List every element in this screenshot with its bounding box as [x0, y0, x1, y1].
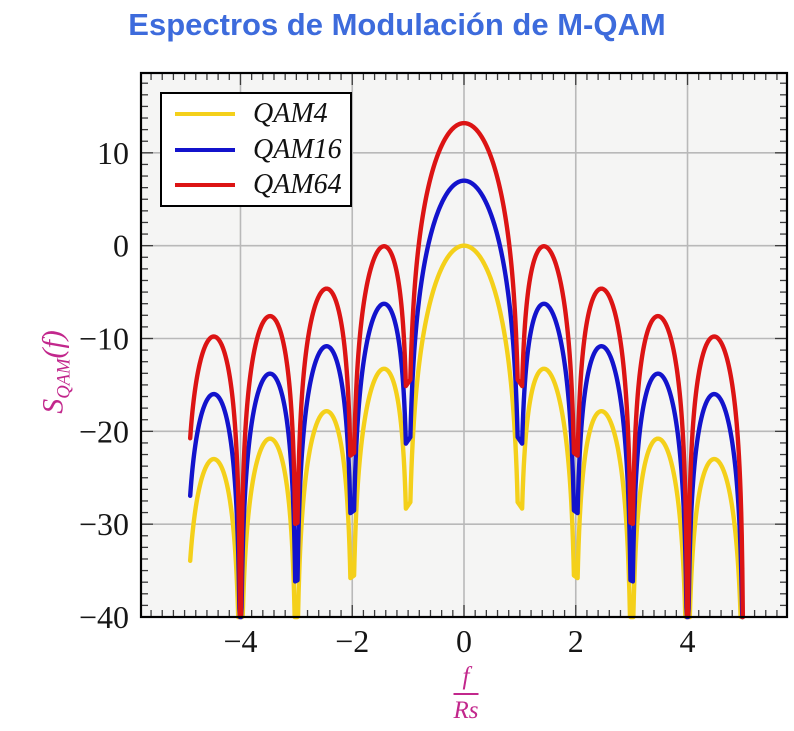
y-tick-label-10: 10: [97, 135, 129, 171]
legend-entry-QAM16: QAM16: [162, 133, 350, 167]
legend-label: QAM16: [253, 133, 342, 165]
axis-ticks: [142, 74, 786, 616]
y-tick-label-−30: −30: [79, 506, 129, 542]
spectrum-curves: [187, 120, 746, 620]
series-QAM16-curve: [187, 178, 746, 620]
plot-frame: [139, 71, 789, 619]
legend-line-sample: [175, 182, 235, 187]
legend-entry-QAM4: QAM4: [162, 97, 350, 131]
series-QAM4-curve: [187, 243, 746, 620]
y-tick-label-0: 0: [113, 228, 129, 264]
series-QAM64-curve: [187, 120, 746, 620]
x-axis-label-numerator: f: [462, 663, 470, 690]
y-axis-label: SQAM(f): [36, 330, 75, 414]
page-title: Espectros de Modulación de M-QAM: [128, 7, 666, 42]
x-tick-label-−4: −4: [223, 623, 257, 659]
legend-label: QAM4: [253, 98, 328, 130]
x-tick-label-0: 0: [456, 623, 472, 659]
y-tick-label-−10: −10: [79, 321, 129, 357]
legend-label: QAM64: [253, 168, 342, 200]
legend-entry-QAM64: QAM64: [162, 168, 350, 202]
y-tick-label-−40: −40: [79, 599, 129, 635]
x-axis-label-denominator: Rs: [453, 696, 479, 724]
fraction-bar: [453, 692, 479, 695]
x-axis-label: f Rs: [453, 663, 479, 724]
x-tick-label-4: 4: [680, 623, 696, 659]
legend: QAM4 QAM16 QAM64: [160, 92, 352, 207]
legend-line-sample: [175, 112, 235, 117]
x-tick-label-−2: −2: [335, 623, 369, 659]
legend-line-sample: [175, 147, 235, 152]
y-tick-label-−20: −20: [79, 413, 129, 449]
x-tick-label-2: 2: [568, 623, 584, 659]
